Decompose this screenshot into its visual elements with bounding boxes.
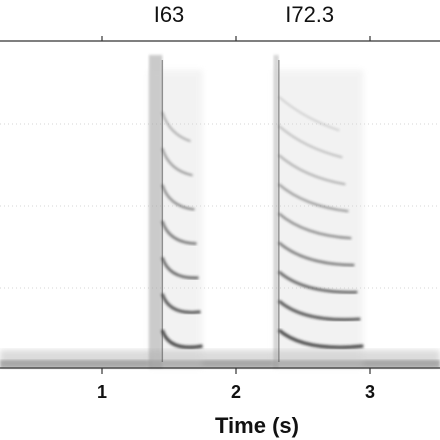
background-noise-band bbox=[0, 350, 440, 368]
call-I63 bbox=[148, 55, 203, 368]
harmonic-trace bbox=[278, 154, 346, 186]
x-tick-label: 1 bbox=[97, 382, 107, 402]
horizontal-gridlines bbox=[0, 123, 440, 289]
harmonic-trace bbox=[161, 148, 193, 177]
harmonic-trace bbox=[277, 270, 358, 294]
harmonic-trace bbox=[161, 256, 199, 280]
harmonic-trace bbox=[277, 328, 364, 349]
harmonic-trace bbox=[160, 329, 203, 349]
x-tick-label: 2 bbox=[231, 382, 241, 402]
x-axis-title: Time (s) bbox=[215, 413, 299, 438]
harmonic-trace bbox=[278, 212, 352, 240]
axes bbox=[0, 40, 440, 369]
harmonic-trace bbox=[278, 241, 355, 267]
call-annotation: I72.3 bbox=[285, 2, 334, 27]
call-wash bbox=[148, 70, 203, 368]
harmonic-trace bbox=[278, 96, 340, 131]
harmonic-trace bbox=[277, 299, 361, 322]
call-annotation: I63 bbox=[154, 2, 185, 27]
harmonic-trace bbox=[161, 111, 191, 143]
harmonic-trace bbox=[161, 184, 195, 211]
harmonic-trace bbox=[160, 293, 201, 314]
harmonic-trace bbox=[278, 125, 343, 159]
x-axis-ticks: 1 2 3 bbox=[97, 36, 375, 402]
call-traces bbox=[148, 55, 364, 368]
harmonic-trace bbox=[278, 183, 349, 213]
noise-floor-dark bbox=[0, 360, 440, 368]
call-annotations: I63 I72.3 bbox=[154, 2, 334, 27]
x-tick-label: 3 bbox=[365, 382, 375, 402]
harmonic-trace bbox=[161, 220, 197, 245]
call-I72.3 bbox=[273, 55, 364, 368]
